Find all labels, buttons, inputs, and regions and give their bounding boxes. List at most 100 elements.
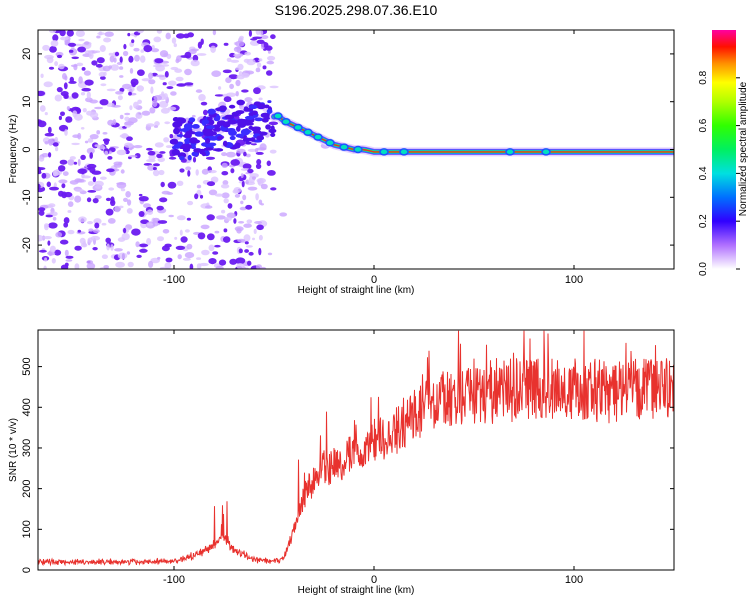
noise-blob <box>165 145 173 149</box>
noise-blob <box>198 94 206 101</box>
noise-blob <box>60 111 65 117</box>
track-blob <box>235 133 245 138</box>
noise-blob <box>245 204 253 210</box>
noise-blob <box>258 58 263 62</box>
ridge-hotspot <box>399 148 409 156</box>
noise-blob <box>146 209 153 215</box>
colorbar-tick-label: 0.8 <box>698 70 709 84</box>
track-blob <box>256 103 266 110</box>
noise-blob <box>86 91 91 99</box>
noise-blob <box>241 180 245 188</box>
noise-blob <box>237 238 246 243</box>
noise-blob <box>167 106 177 111</box>
track-blob <box>268 128 277 134</box>
noise-blob <box>230 168 235 174</box>
noise-blob <box>245 179 249 185</box>
noise-blob <box>109 55 115 63</box>
noise-blob <box>58 165 66 172</box>
noise-blob <box>117 237 126 242</box>
noise-blob <box>195 169 199 176</box>
track-blob <box>210 131 217 136</box>
colorbar: 0.0 0.2 0.4 0.6 0.8 Normalized spectral ampl… <box>698 30 749 276</box>
noise-blob <box>254 57 259 61</box>
noise-blob <box>148 72 154 80</box>
noise-blob <box>81 67 86 71</box>
track-blob <box>169 138 179 145</box>
noise-blob <box>243 151 247 157</box>
track-blob <box>179 155 185 161</box>
noise-blob <box>256 224 264 231</box>
ridge-hotspot <box>353 145 363 154</box>
noise-blob <box>123 197 128 202</box>
noise-blob <box>104 139 109 146</box>
noise-blob <box>92 198 99 204</box>
noise-blob <box>156 153 163 159</box>
ridge-hotspot <box>379 148 389 156</box>
noise-blob <box>93 229 100 234</box>
noise-blob <box>66 30 74 37</box>
noise-blob <box>157 220 168 224</box>
noise-blob <box>74 263 80 269</box>
noise-blob <box>249 173 259 178</box>
noise-blob <box>123 227 127 234</box>
noise-blob <box>133 145 143 149</box>
track-blob <box>261 117 269 123</box>
noise-blob <box>38 249 47 253</box>
noise-blob <box>146 223 154 226</box>
noise-blob <box>153 125 159 128</box>
noise-blob <box>248 251 254 256</box>
noise-blob <box>238 37 244 42</box>
track-blob <box>205 125 215 129</box>
noise-blob <box>48 66 55 70</box>
noise-blob <box>115 261 125 268</box>
noise-blob <box>74 178 83 183</box>
noise-blob <box>184 82 194 86</box>
y-tick-label: -20 <box>21 237 33 253</box>
noise-blob <box>105 197 111 202</box>
track-blob <box>222 140 228 147</box>
track-blob <box>248 125 254 130</box>
noise-blob <box>269 85 279 89</box>
noise-blob <box>150 86 154 94</box>
ridge-hotspot <box>293 123 303 132</box>
noise-blob <box>66 106 70 111</box>
noise-blob <box>87 190 97 193</box>
noise-blob <box>225 151 236 158</box>
noise-blob <box>84 140 89 144</box>
noise-blob <box>248 30 252 37</box>
noise-blob <box>174 236 178 240</box>
noise-blob <box>148 79 156 85</box>
noise-blob <box>89 152 94 159</box>
noise-blob <box>48 222 58 229</box>
noise-blob <box>98 72 106 77</box>
noise-blob <box>120 169 125 174</box>
noise-blob <box>260 35 269 40</box>
noise-blob <box>187 170 191 177</box>
noise-blob <box>146 159 156 163</box>
noise-blob <box>244 97 253 103</box>
noise-blob <box>80 154 86 160</box>
noise-blob <box>153 163 160 167</box>
noise-blob <box>51 258 56 264</box>
noise-blob <box>199 194 204 199</box>
colorbar-tick-label: 0.2 <box>698 214 709 228</box>
noise-blob <box>179 229 183 236</box>
track-blob <box>214 126 221 132</box>
noise-blob <box>43 265 47 269</box>
ridge-hotspot <box>325 139 335 147</box>
track-blob <box>187 154 192 161</box>
noise-blob <box>223 228 228 233</box>
noise-blob <box>133 101 139 109</box>
track-blob <box>192 124 200 129</box>
noise-blob <box>54 136 59 143</box>
noise-blob <box>50 40 59 47</box>
noise-blob <box>118 205 124 209</box>
noise-blob <box>119 56 123 64</box>
y-tick-label: 100 <box>21 520 33 538</box>
noise-blob <box>136 254 142 258</box>
noise-blob <box>59 159 68 165</box>
noise-blob <box>89 99 99 104</box>
noise-blob <box>166 86 174 90</box>
track-blob <box>228 104 236 109</box>
noise-blob <box>236 263 245 269</box>
